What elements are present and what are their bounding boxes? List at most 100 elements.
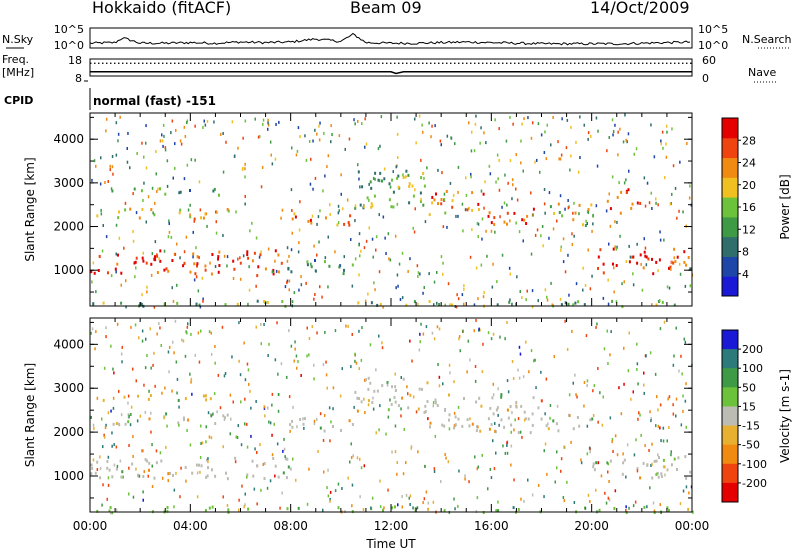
velocity-cell xyxy=(151,485,154,488)
power-cell xyxy=(232,259,235,263)
power-cell xyxy=(475,114,477,118)
power-ylabel: Slant Range [km] xyxy=(23,157,37,261)
velocity-cell xyxy=(110,344,112,348)
power-cell xyxy=(119,115,121,119)
power-cell xyxy=(357,119,359,123)
power-cell xyxy=(544,288,547,292)
power-cell xyxy=(91,280,93,284)
velocity-cell xyxy=(348,419,351,423)
power-cell xyxy=(633,152,635,156)
power-cell xyxy=(138,216,141,220)
velocity-cell xyxy=(177,399,180,402)
power-cell xyxy=(615,264,618,267)
power-cell xyxy=(172,176,174,180)
power-cell xyxy=(606,199,609,203)
power-cell xyxy=(198,256,200,260)
velocity-cell xyxy=(464,477,466,481)
velocity-cell xyxy=(351,504,353,508)
velocity-cell xyxy=(191,392,193,396)
power-cell xyxy=(213,120,215,124)
power-cell xyxy=(496,303,499,307)
velocity-cell xyxy=(232,400,234,404)
velocity-frame xyxy=(89,317,693,513)
power-cell xyxy=(324,256,327,260)
velocity-cell xyxy=(313,377,315,381)
power-cell xyxy=(259,135,261,139)
velocity-cell xyxy=(288,395,291,399)
power-cell xyxy=(297,250,300,254)
colorbar-swatch xyxy=(722,276,738,297)
velocity-cell xyxy=(524,417,527,421)
velocity-cell xyxy=(547,427,550,431)
power-cell xyxy=(394,234,397,238)
power-cell xyxy=(470,149,473,153)
velocity-cell xyxy=(205,425,207,429)
power-cell xyxy=(351,263,354,267)
power-cell xyxy=(616,195,619,199)
velocity-cell xyxy=(375,368,377,372)
power-cell xyxy=(340,192,342,196)
power-cell xyxy=(435,192,437,196)
velocity-cell xyxy=(163,416,165,420)
velocity-cell xyxy=(487,331,490,335)
velocity-cell xyxy=(587,493,590,497)
velocity-cell xyxy=(109,506,112,509)
power-cell xyxy=(206,224,208,228)
power-cell xyxy=(192,255,194,259)
velocity-cell xyxy=(445,456,447,460)
velocity-cell xyxy=(176,391,178,395)
power-cell xyxy=(624,113,626,117)
velocity-cell xyxy=(206,458,208,462)
velocity-cell xyxy=(151,464,153,468)
power-cell xyxy=(663,238,665,242)
power-cell xyxy=(655,303,658,307)
power-cell xyxy=(287,267,290,271)
velocity-cell xyxy=(350,442,352,446)
power-cell xyxy=(125,279,127,283)
velocity-cell xyxy=(150,366,152,370)
power-cell xyxy=(492,262,494,266)
power-cell xyxy=(187,208,190,212)
power-cell xyxy=(196,264,198,268)
velocity-cell xyxy=(438,327,441,331)
power-cell xyxy=(193,278,196,282)
velocity-cell xyxy=(525,340,527,344)
velocity-cell xyxy=(595,488,597,492)
velocity-cell xyxy=(153,351,155,355)
power-cell xyxy=(619,127,621,131)
power-cell xyxy=(574,301,577,305)
velocity-cell xyxy=(276,321,278,325)
velocity-cell xyxy=(448,427,451,431)
velocity-cell xyxy=(224,416,226,420)
velocity-cell xyxy=(423,411,426,414)
power-cell xyxy=(602,262,605,266)
velocity-cell xyxy=(574,373,576,377)
velocity-cell xyxy=(510,463,512,467)
velocity-cell xyxy=(178,423,180,427)
velocity-cell xyxy=(115,467,118,471)
velocity-cell xyxy=(187,322,189,326)
power-cell xyxy=(175,128,177,132)
power-cell xyxy=(377,178,380,182)
power-cell xyxy=(666,285,669,289)
power-cell xyxy=(166,184,169,188)
velocity-cell xyxy=(453,426,456,430)
power-cell xyxy=(102,301,105,305)
velocity-cell xyxy=(259,443,261,447)
power-cell xyxy=(686,142,688,145)
power-cell xyxy=(582,288,584,292)
velocity-cell xyxy=(369,381,372,385)
power-cell xyxy=(457,165,460,169)
velocity-cell xyxy=(656,395,658,399)
velocity-cell xyxy=(676,468,678,471)
power-cell xyxy=(189,189,191,192)
power-cell xyxy=(237,257,239,261)
power-cell xyxy=(222,132,224,135)
velocity-cell xyxy=(107,483,110,487)
velocity-cell xyxy=(653,509,656,513)
power-cell xyxy=(263,300,266,303)
velocity-cell xyxy=(360,466,363,470)
velocity-cell xyxy=(108,509,111,513)
power-cell xyxy=(431,201,434,205)
power-cell xyxy=(443,198,445,201)
